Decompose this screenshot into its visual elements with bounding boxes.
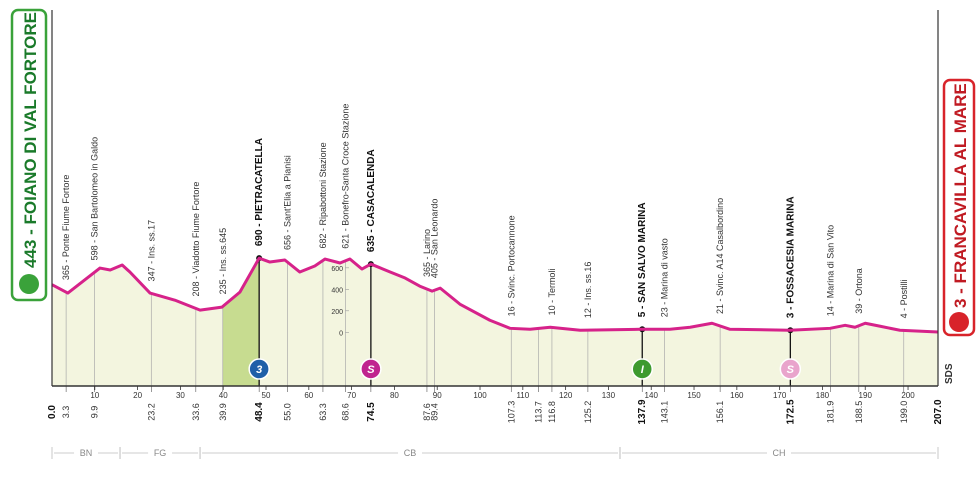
start-box (10, 8, 48, 302)
waypoint-label: 10 - Termoli (547, 269, 557, 316)
x-tick-label: 110 (516, 391, 529, 400)
x-tick-label: 10 (90, 391, 99, 400)
waypoint-label: 208 - Viadotto Fiume Fortore (191, 182, 201, 297)
waypoint-km: 199.0 (899, 401, 909, 424)
x-tick-label: 40 (219, 391, 228, 400)
province-bg (148, 447, 173, 459)
waypoint-km: 55.0 (282, 403, 292, 421)
start-icon (19, 274, 39, 294)
profile-line (51, 256, 939, 334)
x-tick-label: 140 (645, 391, 659, 400)
waypoint-km: 68.6 (341, 403, 351, 421)
waypoint-km: 87.6 (422, 403, 432, 421)
waypoint-label: 23 - Marina di vasto (659, 238, 669, 317)
x-tick-label: 70 (347, 391, 356, 400)
waypoint-label: 621 - Bonefro-Santa Croce Stazione (341, 104, 351, 249)
waypoint-km: 9.9 (89, 406, 99, 419)
waypoint-label: 347 - Ins. ss.17 (146, 220, 156, 282)
waypoint-km: 143.1 (659, 401, 669, 424)
waypoint-km: 181.9 (826, 401, 836, 424)
x-tick-label: 30 (176, 391, 185, 400)
brand: SDS (944, 363, 955, 384)
waypoint-label: 598 - San Bartolomeo in Galdo (89, 137, 99, 261)
waypoint-label: 235 - Ins. ss.645 (218, 228, 228, 295)
profile-area (52, 258, 938, 386)
waypoint-km: 137.9 (637, 399, 648, 424)
waypoint-km: 48.4 (254, 402, 265, 422)
waypoint-km: 89.4 (430, 403, 440, 421)
y-tick-label: 200 (331, 309, 343, 316)
x-tick-label: 90 (433, 391, 442, 400)
province-name: CB (404, 448, 417, 458)
waypoint-label: 365 - Larino (422, 229, 432, 277)
y-tick-label: 600 (331, 266, 343, 273)
waypoint-label: 365 - Ponte Fiume Fortore (61, 175, 71, 281)
x-tick-label: 180 (816, 391, 830, 400)
x-tick-label: 50 (262, 391, 271, 400)
x-tick-label: 190 (859, 391, 873, 400)
waypoint-label: 656 - Sant'Elia a Pianisi (282, 155, 292, 250)
waypoint-km: 156.1 (715, 401, 725, 424)
province-bg (74, 447, 99, 459)
start-label: 443 - FOIANO DI VAL FORTORE (21, 12, 40, 268)
waypoint-label: 635 - CASACALENDA (366, 149, 377, 252)
waypoint-label: 16 - Svinc. Portocannone (506, 215, 516, 316)
finish-icon (949, 312, 969, 332)
x-tick-label: 60 (304, 391, 313, 400)
finish-label: 3 - FRANCAVILLA AL MARE (951, 83, 970, 308)
waypoint-km: 3.3 (61, 406, 71, 419)
x-tick-label: 160 (730, 391, 744, 400)
waypoint-km: 23.2 (146, 403, 156, 421)
x-tick-label: 100 (473, 391, 487, 400)
x-tick-label: 200 (901, 391, 915, 400)
badge-text: I (641, 364, 645, 376)
province-name: CH (772, 448, 785, 458)
waypoint-km: 39.9 (218, 403, 228, 421)
province-bg (766, 447, 791, 459)
waypoint-label: 405 - San Leonardo (430, 199, 440, 279)
province-name: BN (80, 448, 93, 458)
waypoint-label: 39 - Ortona (854, 268, 864, 314)
y-tick-label: 0 (339, 330, 343, 337)
waypoint-km: 188.5 (854, 401, 864, 424)
badge-text: S (787, 364, 795, 376)
badge-text: S (367, 364, 375, 376)
waypoint-km: 33.6 (191, 403, 201, 421)
waypoint-km: 125.2 (583, 401, 593, 424)
badge (779, 358, 802, 380)
province-bg (398, 447, 423, 459)
waypoint-km: 113.7 (534, 401, 544, 423)
waypoint-label: 690 - PIETRACATELLA (254, 138, 265, 246)
x-tick-label: 130 (602, 391, 616, 400)
waypoint-km: 107.3 (506, 401, 516, 424)
badge (631, 358, 653, 380)
waypoint-label: 682 - Ripabottoni Stazione (318, 142, 328, 248)
waypoint-km: 74.5 (366, 402, 377, 422)
waypoint-label: 5 - SAN SALVO MARINA (637, 202, 648, 317)
x-tick-label: 170 (773, 391, 787, 400)
waypoint-label: 12 - Ins. ss.16 (583, 262, 593, 319)
waypoint-label: 4 - Postilli (899, 279, 909, 318)
badge-text: 3 (256, 364, 262, 376)
waypoint-km: 63.3 (318, 403, 328, 421)
start-km: 0.0 (47, 405, 58, 419)
waypoint-km: 172.5 (785, 399, 796, 424)
y-tick-label: 400 (331, 287, 343, 294)
finish-km: 207.0 (933, 399, 944, 424)
badge (248, 358, 270, 380)
waypoint-label: 14 - Marina di San Vito (826, 225, 836, 316)
waypoint-label: 21 - Svinc. A14 Casalbordino (715, 198, 725, 314)
waypoint-label: 3 - FOSSACESIA MARINA (785, 196, 796, 318)
x-tick-label: 120 (559, 391, 573, 400)
x-tick-label: 150 (687, 391, 701, 400)
waypoint-km: 116.8 (547, 401, 557, 423)
province-name: FG (154, 448, 167, 458)
x-tick-label: 20 (133, 391, 142, 400)
finish-box (942, 78, 976, 337)
x-tick-label: 80 (390, 391, 399, 400)
climb-area (222, 258, 260, 386)
badge (360, 358, 382, 380)
